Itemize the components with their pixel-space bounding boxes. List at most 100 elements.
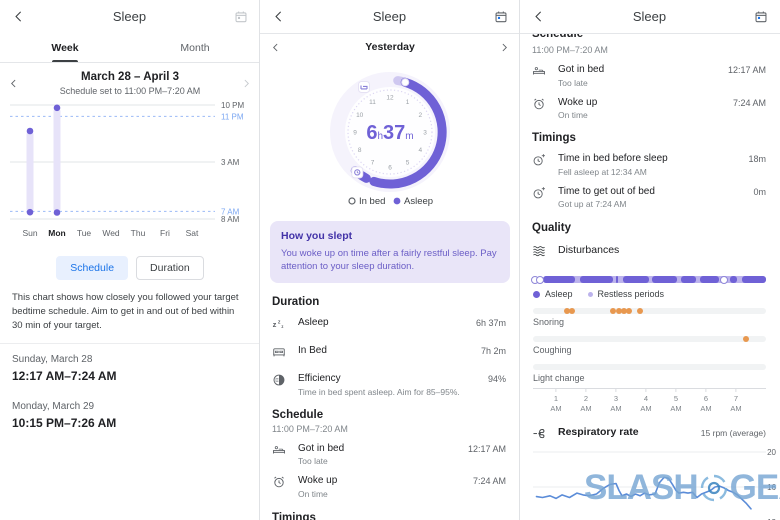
row-value: 7:24 AM	[472, 476, 506, 487]
calendar-button[interactable]	[752, 8, 770, 26]
list-item-got-in-bed: Got in bed Too late 12:17 AM	[260, 442, 520, 467]
tab-month-label: Month	[180, 41, 210, 54]
app-bar: Sleep	[520, 0, 780, 33]
chevron-left-icon	[11, 79, 16, 88]
chevron-right-icon	[502, 43, 507, 51]
svg-text:8: 8	[358, 147, 362, 154]
list-item-disturbances: Disturbances	[520, 244, 780, 263]
row-label: Efficiency	[298, 373, 341, 385]
alarm-icon	[274, 476, 284, 488]
svg-text:Tue: Tue	[77, 228, 92, 238]
chart-toggle-buttons: Schedule Duration	[0, 256, 260, 280]
insight-card: How you slept You woke up on time after …	[270, 221, 510, 284]
bed-enter-icon	[272, 445, 286, 454]
zzz-icon: z zz	[273, 320, 284, 330]
svg-text:16: 16	[767, 483, 776, 492]
calendar-icon	[755, 11, 767, 22]
page-title: Sleep	[112, 9, 147, 24]
respiratory-label: Respiratory rate	[558, 426, 639, 438]
timings-heading: Timings	[272, 511, 316, 520]
svg-text:z: z	[281, 324, 283, 329]
svg-text:11 PM: 11 PM	[221, 112, 244, 121]
tab-indicator	[52, 59, 78, 62]
list-item-in-bed: In Bed 7h 2m	[260, 345, 520, 364]
duration-toggle-button[interactable]: Duration	[136, 256, 204, 280]
page-title: Sleep	[632, 9, 667, 24]
duration-heading: Duration	[272, 296, 320, 309]
panel-day: Sleep Yesterday 12 1 2 3 4 5 6 7 8 9 10 11 6h37m In b…	[260, 0, 520, 520]
list-item-woke-up: Woke up On time 7:24 AM	[260, 475, 520, 499]
entry-time-range: 10:15 PM–7:26 AM	[12, 416, 117, 431]
list-item-efficiency: Efficiency Time in bed spent asleep. Aim…	[260, 373, 520, 397]
schedule-range: 11:00 PM–7:20 AM	[532, 45, 608, 55]
schedule-set-label: Schedule set to 11:00 PM–7:20 AM	[59, 86, 201, 96]
svg-text:5: 5	[406, 160, 410, 167]
svg-text:Asleep: Asleep	[404, 196, 433, 207]
disturbances-timeline	[530, 275, 766, 284]
sleep-entry[interactable]: Monday, March 29 10:15 PM–7:26 AM	[0, 383, 260, 430]
row-value: 12:17 AM	[727, 65, 766, 75]
calendar-button[interactable]	[492, 8, 510, 26]
previous-day-button[interactable]	[268, 40, 283, 55]
panel-detail: Sleep Schedule 11:00 PM–7:20 AM Got in b…	[520, 0, 780, 520]
tab-month[interactable]: Month	[130, 33, 260, 62]
svg-text:Sun: Sun	[22, 228, 37, 238]
insight-title: How you slept	[281, 230, 353, 242]
sleep-entry[interactable]: Sunday, March 28 12:17 AM–7:24 AM	[0, 344, 260, 383]
restless-legend-label: Restless periods	[597, 289, 665, 299]
row-sublabel: Got up at 7:24 AM	[558, 199, 627, 209]
svg-text:6: 6	[388, 164, 392, 171]
svg-text:3: 3	[423, 129, 427, 136]
next-day-button[interactable]	[497, 40, 512, 55]
tab-week[interactable]: Week	[0, 33, 130, 62]
back-icon	[535, 11, 541, 22]
back-button[interactable]	[10, 8, 27, 25]
restless-legend-dot	[587, 291, 593, 297]
previous-week-button[interactable]	[6, 76, 21, 91]
row-label: Got in bed	[558, 64, 605, 75]
panel-week: Sleep Week Month March 28 – April 3 Sche…	[0, 0, 260, 520]
panel-divider	[519, 0, 520, 520]
schedule-toggle-button[interactable]: Schedule	[56, 256, 129, 280]
svg-text:Thu: Thu	[131, 228, 146, 238]
row-sublabel: Too late	[558, 77, 588, 88]
day-label: Yesterday	[365, 41, 415, 53]
svg-text:7: 7	[371, 160, 375, 167]
disturbances-legend: Asleep Restless periods	[520, 289, 780, 299]
track-label: Snoring	[533, 317, 565, 327]
calendar-button[interactable]	[232, 8, 250, 26]
row-value: 6h 37m	[475, 318, 506, 329]
track-label: Coughing	[533, 345, 572, 355]
chart-description: This chart shows how closely you followe…	[12, 292, 239, 331]
next-week-button[interactable]	[239, 76, 254, 91]
row-label: Disturbances	[558, 244, 620, 256]
list-item-time-before-sleep: Time in bed before sleep Fell asleep at …	[520, 153, 780, 177]
svg-text:z: z	[278, 320, 281, 326]
svg-text:Mon: Mon	[48, 228, 65, 238]
coughing-bar	[533, 336, 766, 342]
row-sublabel: On time	[298, 488, 328, 499]
week-range-label: March 28 – April 3	[80, 71, 179, 83]
clock-plus-icon	[533, 154, 545, 166]
row-sublabel: On time	[558, 110, 588, 120]
row-value: 7:24 AM	[732, 97, 766, 108]
svg-text:3 AM: 3 AM	[221, 158, 240, 167]
list-item-woke-up: Woke up On time 7:24 AM	[520, 97, 780, 120]
row-label: In Bed	[298, 345, 327, 357]
back-button[interactable]	[530, 8, 547, 25]
page-title: Sleep	[372, 9, 407, 24]
row-sublabel: Too late	[298, 456, 328, 467]
bedtime-schedule-chart: 10 PM 11 PM 3 AM 7 AM8 AM Sun Mon Tue Wed Thu Fri…	[10, 101, 244, 238]
chevron-right-icon	[244, 79, 249, 88]
back-button[interactable]	[270, 8, 287, 25]
row-label: Got in bed	[298, 442, 345, 454]
row-value: 7h 2m	[480, 346, 506, 357]
entry-time-range: 12:17 AM–7:24 AM	[12, 369, 117, 384]
waves-icon	[533, 246, 545, 257]
quality-heading: Quality	[532, 222, 571, 234]
svg-text:10: 10	[356, 112, 364, 119]
divider	[0, 343, 260, 345]
